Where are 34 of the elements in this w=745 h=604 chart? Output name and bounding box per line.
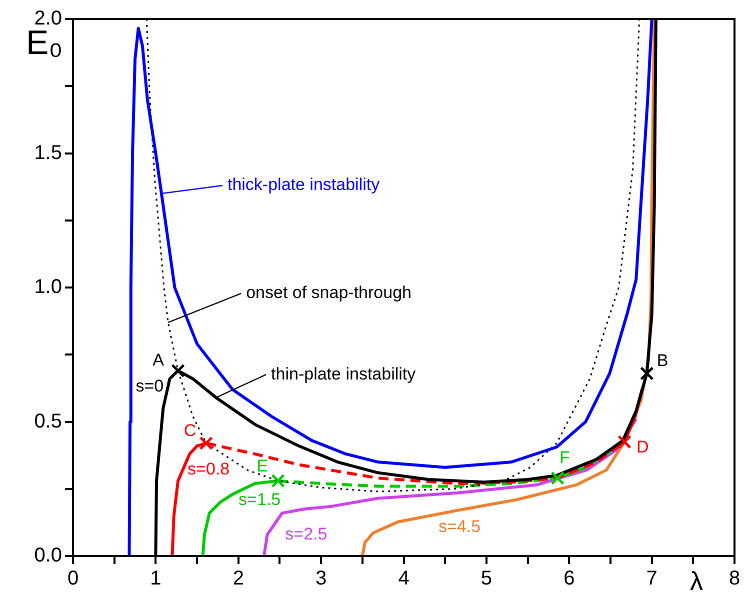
annotation: s=1.5 <box>238 490 281 509</box>
point <box>640 366 654 380</box>
annotation: thick-plate instability <box>227 175 380 194</box>
annotation: F <box>560 448 570 467</box>
x-tick-label: 5 <box>480 568 492 590</box>
x-tick-label: 2 <box>232 568 244 590</box>
x-tick-label: 0 <box>67 568 79 590</box>
x-tick-label: 4 <box>398 568 410 590</box>
annotation: C <box>184 420 196 440</box>
x-tick-label: 8 <box>728 568 740 590</box>
x-axis-title: λ <box>690 566 703 596</box>
x-tick-label: 7 <box>646 568 658 590</box>
point <box>199 436 214 450</box>
x-tick-label: 1 <box>150 568 162 590</box>
annotation: onset of snap-through <box>246 283 412 302</box>
annotation: D <box>636 438 649 457</box>
annotation: B <box>656 351 668 370</box>
annotation: A <box>152 350 165 370</box>
y-tick-label: 1.5 <box>34 142 62 164</box>
x-tick-label: 6 <box>564 568 575 590</box>
x-tick-label: 3 <box>316 568 327 590</box>
point <box>271 474 285 488</box>
y-tick-label: 1.0 <box>34 276 62 298</box>
annotation: thin-plate instability <box>271 364 416 384</box>
annotation: E <box>256 456 268 476</box>
y-tick-label: 0.0 <box>34 544 62 567</box>
point <box>618 434 632 449</box>
annotation: s=0 <box>136 376 164 396</box>
annotation: s=2.5 <box>285 524 328 544</box>
point <box>171 364 185 378</box>
annotation: s=4.5 <box>438 517 481 536</box>
point <box>550 471 564 486</box>
y-tick-label: 0.5 <box>34 410 62 432</box>
annotation: s=0.8 <box>188 460 230 479</box>
